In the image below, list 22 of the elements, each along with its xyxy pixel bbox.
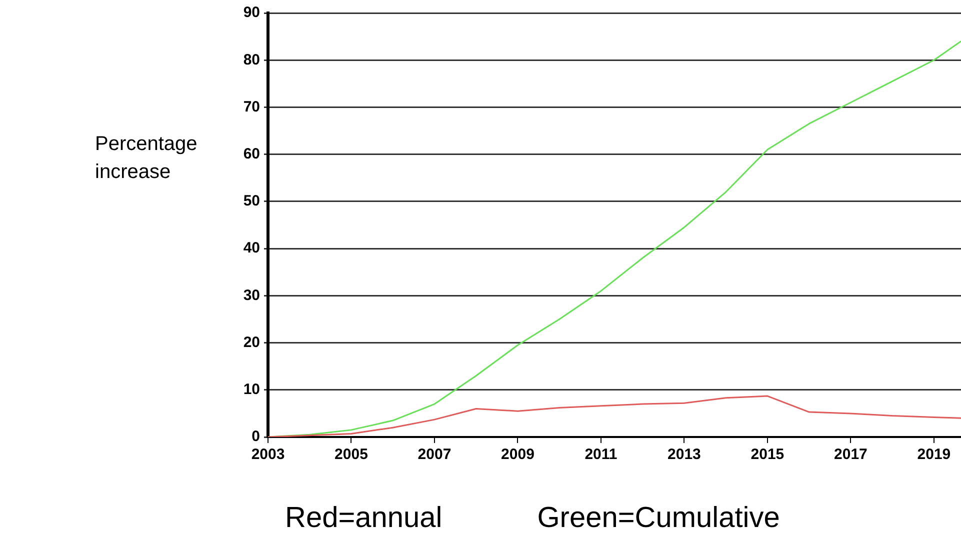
y-tick-label: 30 xyxy=(243,286,260,304)
y-tick-label: 10 xyxy=(243,381,260,398)
x-tick-label: 2017 xyxy=(834,446,868,464)
y-tick-label: 50 xyxy=(243,192,260,210)
y-tick-label: 60 xyxy=(243,145,260,162)
y-tick-label: 20 xyxy=(243,334,260,351)
y-tick-label: 90 xyxy=(243,4,260,22)
x-tick-label: 2009 xyxy=(501,446,534,464)
y-tick-label: 80 xyxy=(243,51,260,68)
text: Green=Cumulative xyxy=(537,502,780,535)
x-tick-label: 2005 xyxy=(334,446,368,464)
y-axis-title: Percentage increase xyxy=(95,132,198,185)
y-tick-label: 40 xyxy=(243,240,260,257)
x-tick-label: 2015 xyxy=(750,446,784,464)
y-tick-label: 70 xyxy=(243,98,260,116)
y-tick-label: 0 xyxy=(252,428,260,446)
text: Red=annual xyxy=(285,502,442,535)
x-tick-label: 2011 xyxy=(584,446,618,464)
x-tick-label: 2007 xyxy=(418,446,452,464)
x-tick-label: 2013 xyxy=(668,446,701,464)
x-tick-label: 2003 xyxy=(251,446,285,464)
x-tick-label: 2019 xyxy=(917,446,951,464)
